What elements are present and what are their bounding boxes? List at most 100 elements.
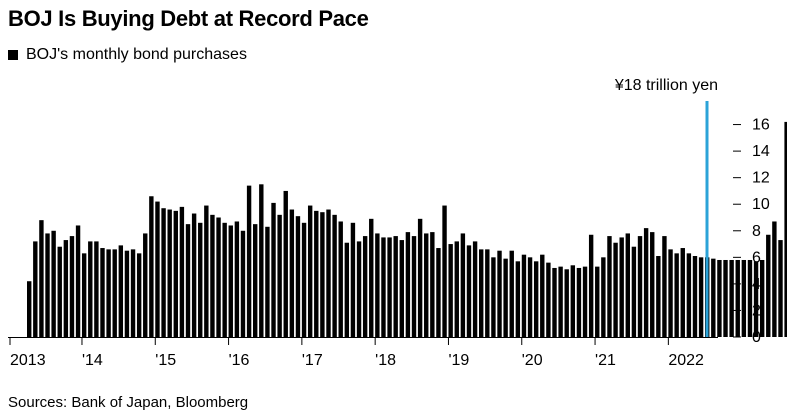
bar	[253, 224, 258, 337]
bar	[301, 222, 307, 337]
bar	[393, 236, 398, 337]
bar	[686, 253, 692, 337]
bar	[680, 248, 685, 337]
bar	[619, 237, 624, 337]
bar	[369, 218, 374, 337]
bar	[479, 249, 484, 337]
bar	[521, 254, 527, 337]
bar	[240, 230, 246, 337]
bar	[234, 221, 240, 337]
x-tick-label: '21	[595, 352, 616, 369]
bar	[766, 234, 771, 337]
bar	[448, 244, 453, 337]
legend-label: BOJ's monthly bond purchases	[26, 46, 247, 63]
bar	[637, 236, 643, 337]
bar	[118, 245, 124, 337]
bar	[729, 259, 734, 337]
bar	[564, 269, 569, 337]
bar	[674, 253, 679, 337]
bar	[39, 220, 44, 337]
bar	[643, 228, 649, 337]
bar	[753, 261, 759, 337]
bar	[112, 249, 117, 337]
bar	[295, 216, 301, 337]
bar	[625, 233, 630, 337]
bar	[69, 236, 75, 337]
bar	[81, 253, 87, 337]
bar	[338, 221, 343, 337]
bar	[88, 241, 93, 337]
bar	[45, 233, 50, 337]
bar	[216, 217, 221, 337]
bar	[515, 261, 521, 337]
bar	[228, 225, 233, 337]
x-tick-label: '19	[448, 352, 469, 369]
bar	[399, 240, 404, 337]
x-tick-label: '18	[375, 352, 396, 369]
bar	[552, 267, 557, 337]
bar	[411, 236, 417, 337]
x-tick-label: '15	[155, 352, 176, 369]
legend: BOJ's monthly bond purchases	[8, 46, 247, 64]
bar	[723, 259, 728, 337]
bar	[362, 236, 368, 337]
bar	[741, 259, 747, 337]
bar	[136, 253, 142, 337]
bar	[350, 222, 356, 337]
bar	[326, 209, 331, 337]
bar	[759, 259, 765, 337]
bar	[485, 249, 490, 337]
bar	[576, 267, 582, 337]
bar	[191, 213, 197, 337]
bar	[784, 121, 787, 338]
bar	[772, 221, 777, 337]
bar	[387, 237, 392, 337]
bar	[222, 222, 227, 337]
bar	[656, 256, 661, 337]
y-axis-unit-label: ¥18 trillion yen	[614, 77, 718, 94]
bar	[161, 208, 166, 337]
bar	[210, 214, 215, 337]
y-tick-label: 8	[752, 223, 761, 240]
bar	[503, 258, 508, 337]
bar	[94, 241, 99, 337]
bar	[27, 281, 32, 337]
bar	[497, 250, 502, 337]
bar	[265, 226, 270, 337]
bar	[442, 205, 447, 337]
bar	[271, 202, 276, 337]
bar	[601, 257, 606, 337]
bar	[381, 237, 386, 337]
bar	[692, 256, 698, 337]
y-tick-label: 14	[752, 143, 770, 160]
bar	[63, 240, 69, 337]
bar	[735, 259, 740, 337]
bar	[613, 242, 618, 337]
bar	[540, 254, 545, 337]
bar	[570, 265, 576, 337]
bar	[375, 233, 380, 337]
y-tick-label: 16	[752, 117, 770, 134]
y-tick-label: 4	[752, 276, 761, 293]
bar	[51, 230, 56, 337]
x-tick-label: 2022	[668, 352, 704, 369]
y-tick-label: 2	[752, 302, 761, 319]
bar	[472, 241, 478, 337]
bar	[436, 248, 441, 337]
bar	[57, 246, 62, 337]
bar	[143, 233, 148, 337]
bar	[491, 257, 496, 337]
y-tick-label: 12	[752, 170, 770, 187]
bar	[717, 259, 722, 337]
bar	[75, 225, 81, 337]
bar	[662, 236, 667, 337]
bar	[259, 184, 264, 337]
bar	[130, 249, 136, 337]
bar	[277, 214, 282, 337]
x-tick-label: '16	[229, 352, 250, 369]
bar	[344, 242, 350, 337]
bar	[332, 214, 337, 337]
bar	[650, 232, 655, 337]
bar	[307, 205, 313, 337]
